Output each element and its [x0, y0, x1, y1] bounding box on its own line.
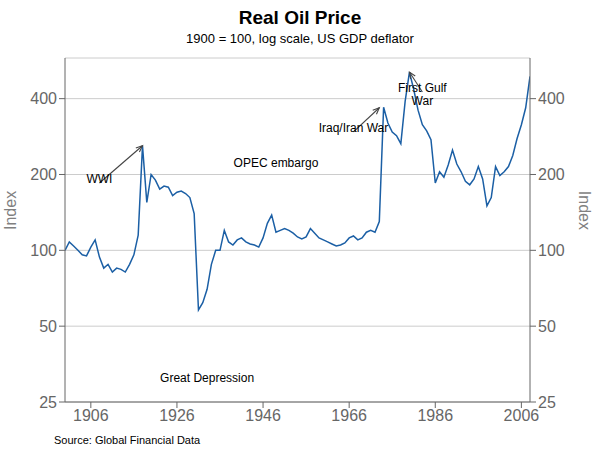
svg-text:1966: 1966 — [331, 407, 367, 424]
svg-text:400: 400 — [30, 90, 57, 107]
svg-text:50: 50 — [39, 318, 57, 335]
svg-text:100: 100 — [30, 242, 57, 259]
svg-text:Index: Index — [576, 191, 592, 230]
svg-text:Great Depression: Great Depression — [160, 371, 254, 385]
svg-text:WWI: WWI — [86, 172, 112, 186]
svg-text:25: 25 — [538, 394, 556, 411]
svg-text:First GulfWar: First GulfWar — [398, 81, 447, 108]
svg-text:200: 200 — [30, 166, 57, 183]
svg-text:1926: 1926 — [159, 407, 195, 424]
svg-text:2006: 2006 — [504, 407, 540, 424]
html-text:Source: Global Financial Data: Source: Global Financial Data — [54, 434, 201, 446]
svg-text:Iraq/Iran War: Iraq/Iran War — [319, 121, 389, 135]
svg-text:1906: 1906 — [73, 407, 109, 424]
svg-text:OPEC embargo: OPEC embargo — [234, 156, 319, 170]
svg-text:1986: 1986 — [417, 407, 453, 424]
svg-text:25: 25 — [39, 394, 57, 411]
svg-text:100: 100 — [538, 242, 565, 259]
svg-text:1946: 1946 — [245, 407, 281, 424]
svg-text:400: 400 — [538, 90, 565, 107]
svg-text:50: 50 — [538, 318, 556, 335]
svg-text:Index: Index — [8, 191, 19, 230]
svg-text:200: 200 — [538, 166, 565, 183]
html-text:Real Oil Price: Real Oil Price — [238, 7, 362, 28]
html-text:1900 = 100, log scale, US GDP: 1900 = 100, log scale, US GDP deflator — [186, 31, 414, 46]
